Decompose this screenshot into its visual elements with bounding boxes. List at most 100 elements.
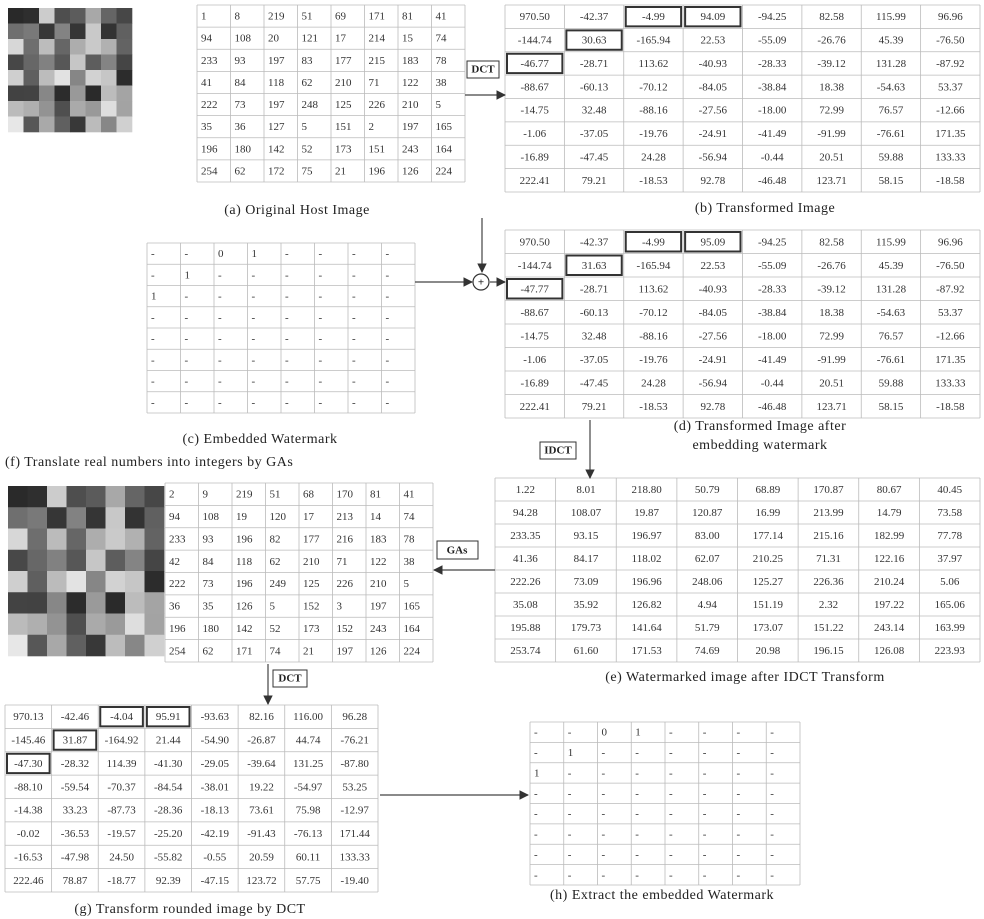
table-cell: 62: [302, 77, 313, 89]
pixel-block: [125, 486, 145, 508]
table-cell: -: [386, 269, 390, 281]
table-cell: 171.35: [935, 354, 966, 366]
table-cell: 210.25: [753, 553, 784, 565]
pixel-block: [28, 571, 48, 593]
table-cell: 196.96: [631, 576, 662, 588]
pixel-block: [106, 486, 126, 508]
table-cell: 69: [335, 11, 347, 23]
table-cell: 133.33: [935, 151, 966, 163]
pixel-block: [106, 571, 126, 593]
table-cell: 22.53: [700, 260, 725, 272]
table-cell: 96.96: [938, 236, 963, 248]
pixel-block: [8, 614, 28, 636]
table-cell: 35: [203, 601, 215, 613]
caption: (a) Original Host Image: [224, 203, 370, 218]
table-cell: -27.56: [699, 330, 728, 342]
table-cell: -: [252, 397, 256, 409]
table-cell: -: [568, 727, 572, 739]
table-cell: 224: [404, 645, 421, 657]
table-cell: -: [770, 869, 774, 881]
pixel-block: [28, 529, 48, 551]
table-cell: -: [635, 808, 639, 820]
table-cell: 83: [302, 55, 314, 67]
table-cell: 195.88: [510, 622, 541, 634]
table-cell: 125.27: [753, 576, 784, 588]
table-cell: 78: [404, 533, 416, 545]
table-cell: -38.01: [201, 781, 229, 793]
table-cell: 180: [235, 143, 252, 155]
table-cell: 213.99: [813, 507, 844, 519]
table-cell: 196: [201, 143, 218, 155]
pixel-block: [125, 550, 145, 572]
table-cell: 183: [370, 533, 387, 545]
table-cell: 60.11: [296, 851, 320, 863]
table-cell: -: [770, 829, 774, 841]
table-cell: -: [534, 727, 538, 739]
table-cell: -: [386, 333, 390, 345]
table-cell: -: [669, 747, 673, 759]
table-cell: -: [352, 333, 356, 345]
table-cell: -: [252, 333, 256, 345]
table-cell: -: [151, 269, 155, 281]
table-cell: -: [218, 333, 222, 345]
caption: (h) Extract the embedded Watermark: [550, 888, 774, 903]
table-cell: 24.50: [109, 851, 134, 863]
table-cell: -4.99: [642, 236, 665, 248]
pixel-block: [8, 55, 24, 71]
pixel-block: [117, 70, 133, 86]
caption: (e) Watermarked image after IDCT Transfo…: [605, 670, 884, 685]
table-cell: -: [602, 849, 606, 861]
table-cell: -: [602, 747, 606, 759]
table-cell: 970.13: [13, 711, 44, 723]
table-cell: 45.39: [879, 35, 904, 47]
table-cell: 37.97: [937, 553, 962, 565]
pixel-block: [101, 39, 117, 55]
table-cell: -4.04: [110, 711, 133, 723]
table-cell: 72.99: [819, 330, 844, 342]
table-cell: 52: [270, 623, 281, 635]
table-cell: 20.51: [819, 377, 844, 389]
table-cell: 249: [270, 578, 287, 590]
table-cell: 58.15: [879, 175, 904, 187]
table-cell: -: [770, 747, 774, 759]
table-cell: -: [319, 248, 323, 260]
table-cell: -: [669, 767, 673, 779]
table-cell: 93: [235, 55, 247, 67]
table-cell: 31.63: [582, 260, 607, 272]
table-cell: -59.54: [61, 781, 90, 793]
table-cell: -38.84: [758, 81, 787, 93]
table-cell: -76.50: [936, 260, 965, 272]
table-cell: -: [669, 869, 673, 881]
table-cell: 243.14: [874, 622, 905, 634]
table-cell: -84.05: [699, 307, 728, 319]
table-cell: -164.92: [105, 735, 139, 747]
table-cell: -24.91: [699, 128, 727, 140]
table-cell: 24.28: [641, 151, 666, 163]
table-cell: -: [737, 869, 741, 881]
table-cell: 122: [370, 556, 387, 568]
table-cell: 16.99: [755, 507, 780, 519]
table-cell: 248: [302, 99, 319, 111]
pixel-block: [8, 101, 24, 117]
pixel-block: [125, 529, 145, 551]
table-cell: 68: [303, 489, 315, 501]
table-cell: 243: [402, 143, 419, 155]
pixel-block: [70, 39, 86, 55]
table-cell: -: [352, 269, 356, 281]
table-cell: 152: [337, 623, 354, 635]
table-cell: -47.98: [61, 851, 90, 863]
table-cell: 164: [404, 623, 421, 635]
table-cell: 233.35: [510, 530, 541, 542]
table-cell: -56.94: [699, 151, 728, 163]
table-cell: 59.88: [879, 151, 904, 163]
table-cell: 210.24: [874, 576, 905, 588]
pixel-block: [8, 117, 24, 133]
table-cell: 76.57: [879, 330, 904, 342]
table-cell: 1: [151, 291, 157, 303]
table-cell: -76.61: [877, 128, 905, 140]
table-cell: -18.00: [758, 330, 787, 342]
pixel-block: [145, 614, 165, 636]
table-cell: -145.46: [11, 735, 45, 747]
table-cell: -26.76: [817, 260, 846, 272]
pixel-block: [86, 529, 106, 551]
